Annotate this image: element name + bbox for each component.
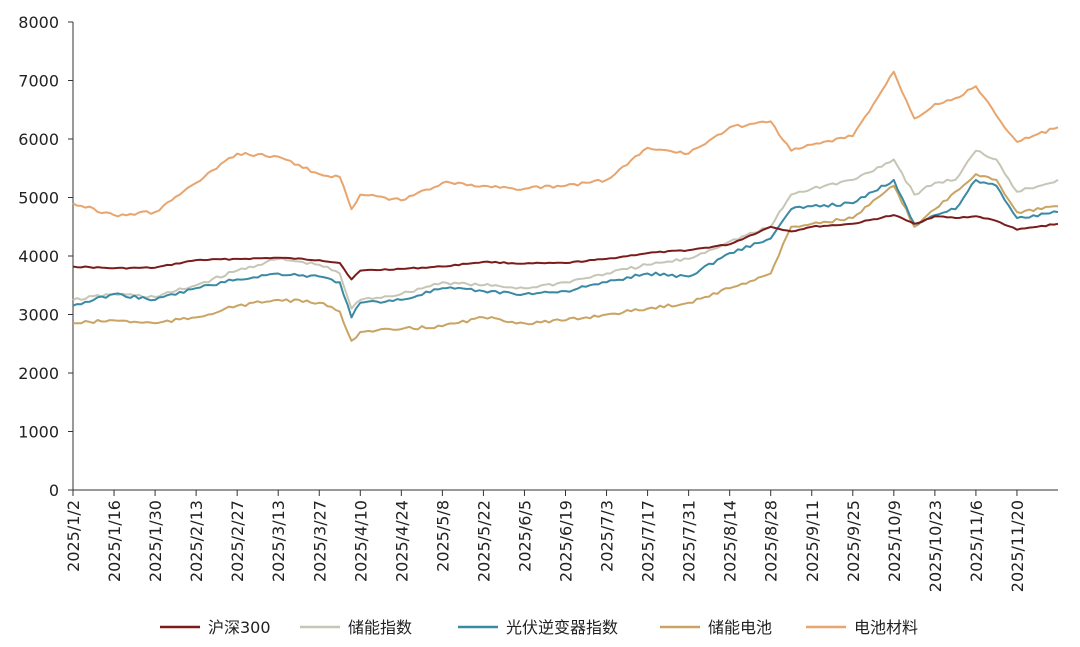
legend-label: 储能指数 (348, 618, 412, 637)
legend-label: 光伏逆变器指数 (506, 618, 618, 637)
x-tick-label: 2025/4/10 (351, 500, 370, 582)
y-axis: 0 1000 2000 3000 4000 5000 6000 7000 8000 (18, 13, 74, 500)
series-line-1 (72, 149, 1059, 310)
x-tick-label: 2025/7/31 (680, 500, 699, 582)
y-tick-label: 2000 (18, 364, 59, 383)
x-tick-label: 2025/5/22 (474, 500, 493, 582)
y-tick-label: 5000 (18, 189, 59, 208)
x-tick-label: 2025/4/24 (392, 500, 411, 582)
x-tick-label: 2025/7/3 (598, 500, 617, 572)
x-tick-label: 2025/1/2 (64, 500, 83, 572)
legend: 沪深300 储能指数 光伏逆变器指数 储能电池 电池材料 (160, 618, 918, 637)
y-tick-label: 8000 (18, 13, 59, 32)
x-tick-label: 2025/9/25 (844, 500, 863, 582)
x-tick-label: 2025/7/17 (639, 500, 658, 582)
x-tick-label: 2025/3/13 (269, 500, 288, 582)
y-tick-label: 1000 (18, 423, 59, 442)
y-tick-label: 3000 (18, 306, 59, 325)
x-tick-label: 2025/3/27 (310, 500, 329, 582)
x-tick-label: 2025/5/8 (433, 500, 452, 572)
x-tick-label: 2025/2/13 (187, 500, 206, 582)
legend-label: 沪深300 (208, 618, 271, 637)
x-tick-label: 2025/2/27 (228, 500, 247, 582)
x-tick-label: 2025/1/16 (105, 500, 124, 582)
x-tick-label: 2025/11/20 (1008, 500, 1027, 592)
x-tick-label: 2025/8/14 (721, 500, 740, 582)
x-axis: 2025/1/2 2025/1/16 2025/1/30 2025/2/13 2025/… (64, 489, 1058, 592)
series-lines (72, 70, 1059, 342)
series-line-3 (73, 173, 1059, 342)
x-tick-label: 2025/1/30 (146, 500, 165, 582)
y-tick-label: 7000 (18, 72, 59, 91)
x-tick-label: 2025/10/23 (926, 500, 945, 592)
y-tick-label: 6000 (18, 130, 59, 149)
x-tick-label: 2025/6/5 (515, 500, 534, 572)
series-line-4 (72, 70, 1059, 218)
x-tick-label: 2025/9/11 (803, 500, 822, 582)
series-line-0 (72, 214, 1059, 281)
x-tick-label: 2025/10/9 (885, 500, 904, 582)
legend-label: 储能电池 (708, 618, 772, 637)
legend-label: 电池材料 (854, 618, 918, 637)
series-line-2 (72, 178, 1059, 319)
x-tick-label: 2025/6/19 (557, 500, 576, 582)
y-tick-label: 0 (49, 481, 59, 500)
x-tick-label: 2025/11/6 (967, 500, 986, 582)
y-tick-label: 4000 (18, 247, 59, 266)
x-tick-label: 2025/8/28 (762, 500, 781, 582)
